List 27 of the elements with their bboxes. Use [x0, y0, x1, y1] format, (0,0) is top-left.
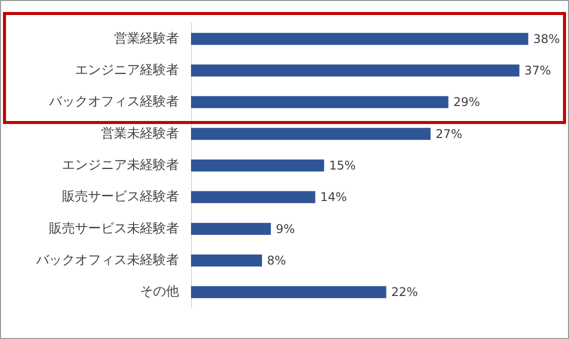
data-label: 27%: [436, 126, 462, 141]
y-tick-label: エンジニア未経験者: [62, 158, 179, 173]
data-label: 29%: [453, 95, 480, 110]
bar: [191, 160, 324, 172]
bar: [191, 222, 271, 235]
data-label: 14%: [320, 190, 347, 204]
bar: [191, 64, 520, 76]
data-label: 37%: [524, 64, 552, 78]
y-tick-label: 販売サービス経験者: [62, 190, 179, 205]
y-tick-label: バックオフィス未経験者: [35, 253, 179, 268]
data-label: 8%: [267, 254, 286, 268]
y-tick-label: エンジニア経験者: [75, 63, 179, 78]
y-tick-label: バックオフィス経験者: [48, 94, 179, 110]
bar: [191, 191, 316, 204]
y-tick-label: 販売サービス未経験者: [49, 221, 179, 236]
y-tick-label: 営業経験者: [114, 31, 179, 46]
y-tick-label: 営業未経験者: [101, 126, 179, 142]
data-label: 38%: [533, 32, 560, 46]
data-label: 15%: [329, 158, 356, 172]
bar: [191, 96, 448, 108]
y-tick-label: その他: [140, 284, 179, 300]
bar: [191, 286, 386, 298]
data-label: 9%: [276, 222, 295, 236]
data-label: 22%: [391, 285, 418, 300]
bar: [191, 32, 528, 45]
bar: [191, 254, 262, 266]
bar: [191, 128, 431, 140]
